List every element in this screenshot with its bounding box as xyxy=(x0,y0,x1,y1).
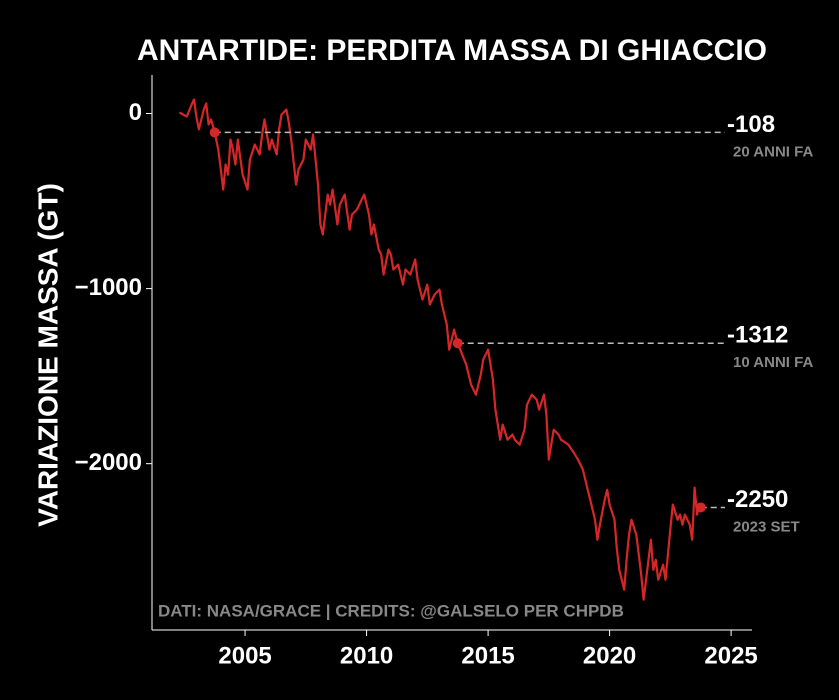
annotation-value: -1312 xyxy=(727,322,788,349)
annotation-value: -2250 xyxy=(727,486,788,513)
x-tick-label: 2025 xyxy=(704,642,757,669)
annotation-label: 20 ANNI FA xyxy=(733,143,813,160)
chart-title: ANTARTIDE: PERDITA MASSA DI GHIACCIO xyxy=(137,34,767,67)
y-axis-label: VARIAZIONE MASSA (GT) xyxy=(32,183,63,527)
y-tick-label: −2000 xyxy=(75,449,142,476)
data-line xyxy=(178,98,702,601)
annotation-label: 10 ANNI FA xyxy=(733,354,813,371)
x-tick-label: 2020 xyxy=(583,642,636,669)
annotation-marker xyxy=(452,338,463,349)
annotation-marker xyxy=(695,502,706,513)
y-tick-label: −1000 xyxy=(75,274,142,301)
annotation-value: -108 xyxy=(727,111,775,138)
x-tick-label: 2015 xyxy=(461,642,514,669)
x-tick-label: 2005 xyxy=(218,642,271,669)
annotation-label: 2023 SET xyxy=(733,518,800,535)
annotation-marker xyxy=(209,127,220,138)
y-tick-label: 0 xyxy=(129,99,142,126)
x-tick-label: 2010 xyxy=(340,642,393,669)
source-note: DATI: NASA/GRACE | CREDITS: @GALSELO PER… xyxy=(158,601,624,620)
